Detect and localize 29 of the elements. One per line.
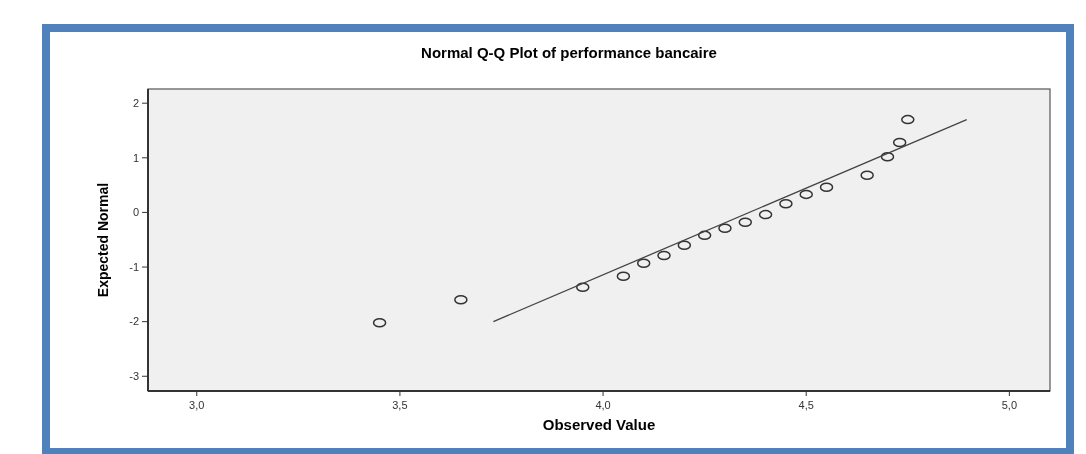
point	[616, 271, 631, 282]
y-axis-title: Expected Normal	[95, 182, 111, 298]
point	[901, 114, 915, 125]
chart-title: Normal Q-Q Plot of performance bancaire	[421, 44, 717, 61]
x-axis-title: Observed Value	[542, 416, 656, 433]
point	[576, 282, 590, 292]
point	[758, 209, 773, 220]
y-tick-label: -2	[129, 315, 139, 328]
point	[799, 189, 813, 200]
y-tick-label: 0	[132, 206, 139, 219]
x-tick-label: 3,0	[189, 399, 205, 411]
point	[880, 151, 895, 162]
point	[779, 198, 793, 209]
point	[454, 295, 468, 305]
x-tick-label: 4,5	[798, 399, 814, 411]
x-tick-label: 4,0	[595, 399, 611, 411]
y-tick-label: -1	[129, 260, 139, 273]
point	[718, 223, 732, 234]
y-tick-label: 1	[132, 151, 139, 164]
point	[657, 250, 671, 261]
point	[892, 137, 907, 148]
x-tick-label: 5,0	[1001, 399, 1018, 411]
point	[860, 170, 874, 181]
point	[372, 317, 387, 328]
point	[819, 182, 834, 193]
y-tick-label: -3	[129, 370, 139, 383]
point	[697, 230, 712, 241]
x-tick-label: 3,5	[392, 399, 408, 411]
y-tick-label: 2	[132, 97, 139, 110]
